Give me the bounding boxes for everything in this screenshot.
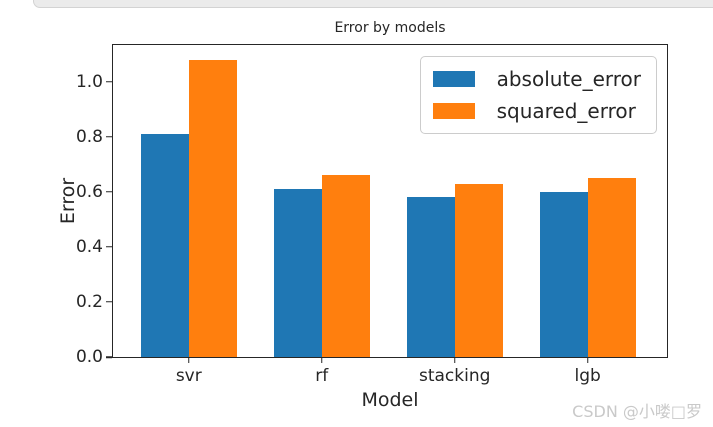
y-tick-label-1.0: 1.0 <box>75 71 103 92</box>
legend-item-squared-error: squared_error <box>432 99 641 123</box>
y-tick-label-0.8: 0.8 <box>75 126 103 147</box>
y-tick-label-0.6: 0.6 <box>75 181 103 202</box>
x-tick-label-svr: svr <box>175 366 202 386</box>
x-tick-mark-lgb <box>586 357 589 363</box>
legend-swatch <box>432 103 475 119</box>
legend-label: absolute_error <box>496 67 641 91</box>
watermark: CSDN @小喽□罗 <box>572 402 702 421</box>
bars-layer <box>113 45 667 357</box>
y-tick-mark-0.4 <box>105 246 112 248</box>
chart-title: Error by models <box>334 20 446 36</box>
legend: absolute_error squared_error <box>419 56 657 134</box>
bar-absolute_error-svr <box>140 133 189 357</box>
bar-squared_error-svr <box>188 59 237 357</box>
y-tick-mark-1.0 <box>105 80 112 83</box>
legend-swatch <box>432 71 475 87</box>
top-panel-edge <box>33 0 713 8</box>
bar-squared_error-stacking <box>454 183 503 357</box>
x-tick-mark-svr <box>188 357 190 363</box>
bar-absolute_error-stacking <box>406 197 455 357</box>
bar-absolute_error-rf <box>273 189 322 357</box>
y-tick-label-0.0: 0.0 <box>75 347 103 367</box>
x-tick-mark-stacking <box>453 357 456 363</box>
x-axis-label: Model <box>361 389 419 411</box>
y-tick-mark-0.2 <box>105 301 112 303</box>
y-tick-mark-0.0 <box>105 356 112 358</box>
y-tick-mark-0.8 <box>105 135 112 138</box>
y-tick-mark-0.6 <box>105 191 112 193</box>
plot-area: absolute_error squared_error svr rf stacki… <box>76 44 668 386</box>
bar-squared_error-lgb <box>587 178 636 357</box>
x-tick-label-lgb: lgb <box>574 366 601 386</box>
x-tick-mark-rf <box>320 357 323 363</box>
y-tick-label-0.2: 0.2 <box>75 291 103 312</box>
bar-absolute_error-lgb <box>539 191 588 357</box>
bar-squared_error-rf <box>321 175 370 357</box>
y-tick-label-0.4: 0.4 <box>75 236 103 257</box>
legend-item-absolute-error: absolute_error <box>432 67 641 91</box>
legend-label: squared_error <box>496 99 636 123</box>
x-tick-label-stacking: stacking <box>418 366 491 386</box>
x-tick-label-rf: rf <box>315 366 329 386</box>
